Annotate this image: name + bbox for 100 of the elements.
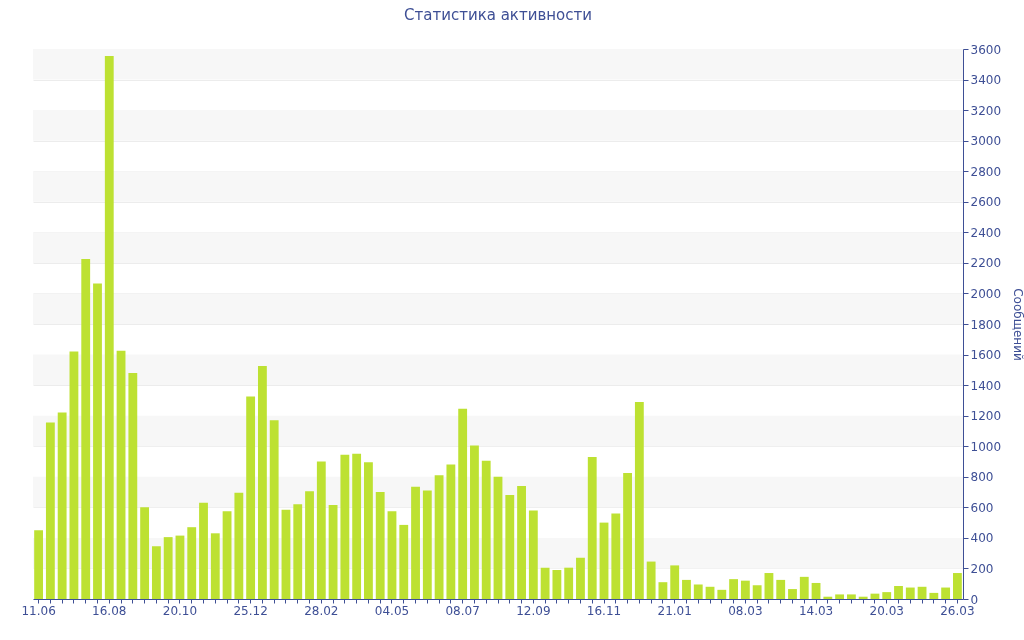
y-tick-label: 3400 [970,73,1002,88]
x-tick-label: 25.12 [233,603,268,618]
x-tick-label: 08.03 [728,603,763,618]
bar [187,527,197,599]
bar [434,475,444,599]
bar [281,509,291,599]
bar [811,582,821,599]
y-axis-title: Сообщений [1011,288,1024,361]
y-tick-label: 800 [970,470,994,485]
bar [528,510,538,599]
bar [799,576,809,599]
bar [835,594,845,599]
y-tick-label: 600 [970,500,994,515]
bar [882,592,892,599]
bar [729,579,739,599]
bar [788,589,797,599]
bar [540,567,550,599]
y-tick-label: 1800 [970,317,1002,332]
bar [764,573,774,599]
y-tick-label: 2400 [970,225,1002,240]
bar [552,569,562,599]
bar [446,464,456,599]
bar [952,573,962,599]
y-tick-label: 3000 [970,134,1002,149]
bar [151,546,161,599]
bar [116,350,126,599]
bar [140,507,150,599]
bar [316,461,326,599]
bar [411,486,420,599]
x-tick-label: 16.11 [586,603,622,618]
bar [481,460,491,599]
bar [246,396,256,599]
bar [634,401,644,599]
bar [257,366,267,599]
y-tick-label: 3600 [970,42,1002,57]
bar [846,594,856,599]
bar [776,579,786,599]
y-tick-label: 400 [970,531,994,546]
bar [752,585,762,599]
bar [210,533,220,599]
bar [493,476,503,599]
bar [576,557,585,599]
bar [470,445,479,599]
bar [693,584,703,599]
bar [646,561,656,599]
bar [564,567,574,599]
bar [941,587,951,599]
bar [199,502,208,599]
bar [399,524,409,599]
bar [34,530,44,599]
bar [104,55,114,599]
bar [45,422,55,599]
bar [740,580,750,599]
bar [352,453,362,599]
x-tick-label: 04.05 [374,603,410,618]
y-tick-label: 2200 [970,256,1002,271]
chart-title: Статистика активности [404,6,592,24]
bar [57,412,67,599]
bar [293,504,303,599]
bar [128,372,138,599]
y-tick-label: 200 [970,561,994,576]
x-tick-label: 28.02 [304,603,339,618]
bar [422,490,432,599]
bar [858,596,868,599]
bar [611,513,621,599]
bar [387,511,397,599]
x-tick-label: 14.03 [798,603,834,618]
bar [93,283,102,599]
x-tick-label: 08.07 [445,603,480,618]
x-tick-label: 20.03 [869,603,904,618]
bar [623,472,632,599]
y-tick-label: 1200 [970,409,1002,424]
bar [81,259,91,599]
bar [670,565,680,599]
y-tick-label: 2000 [970,286,1002,301]
bar [823,596,833,599]
bar [505,495,515,599]
bar [234,492,244,599]
bar [163,537,173,599]
bar [599,522,609,599]
bar [364,462,373,599]
x-tick-label: 12.09 [516,603,551,618]
x-tick-label: 11.06 [21,603,56,618]
y-tick-label: 2800 [970,164,1002,179]
y-tick-label: 1600 [970,348,1002,363]
bar [929,592,939,599]
bar [587,456,597,599]
y-tick-label: 1400 [970,378,1002,393]
bar [328,505,338,599]
bar [717,589,727,599]
y-tick-label: 2600 [970,195,1002,210]
x-tick-label: 21.01 [657,603,692,618]
x-tick-label: 20.10 [162,603,198,618]
bar [682,579,691,599]
bar [305,491,314,599]
x-tick-label: 16.08 [92,603,127,618]
bar [894,586,903,599]
bar [69,351,79,599]
bar [658,582,668,599]
y-tick-label: 3200 [970,103,1002,118]
